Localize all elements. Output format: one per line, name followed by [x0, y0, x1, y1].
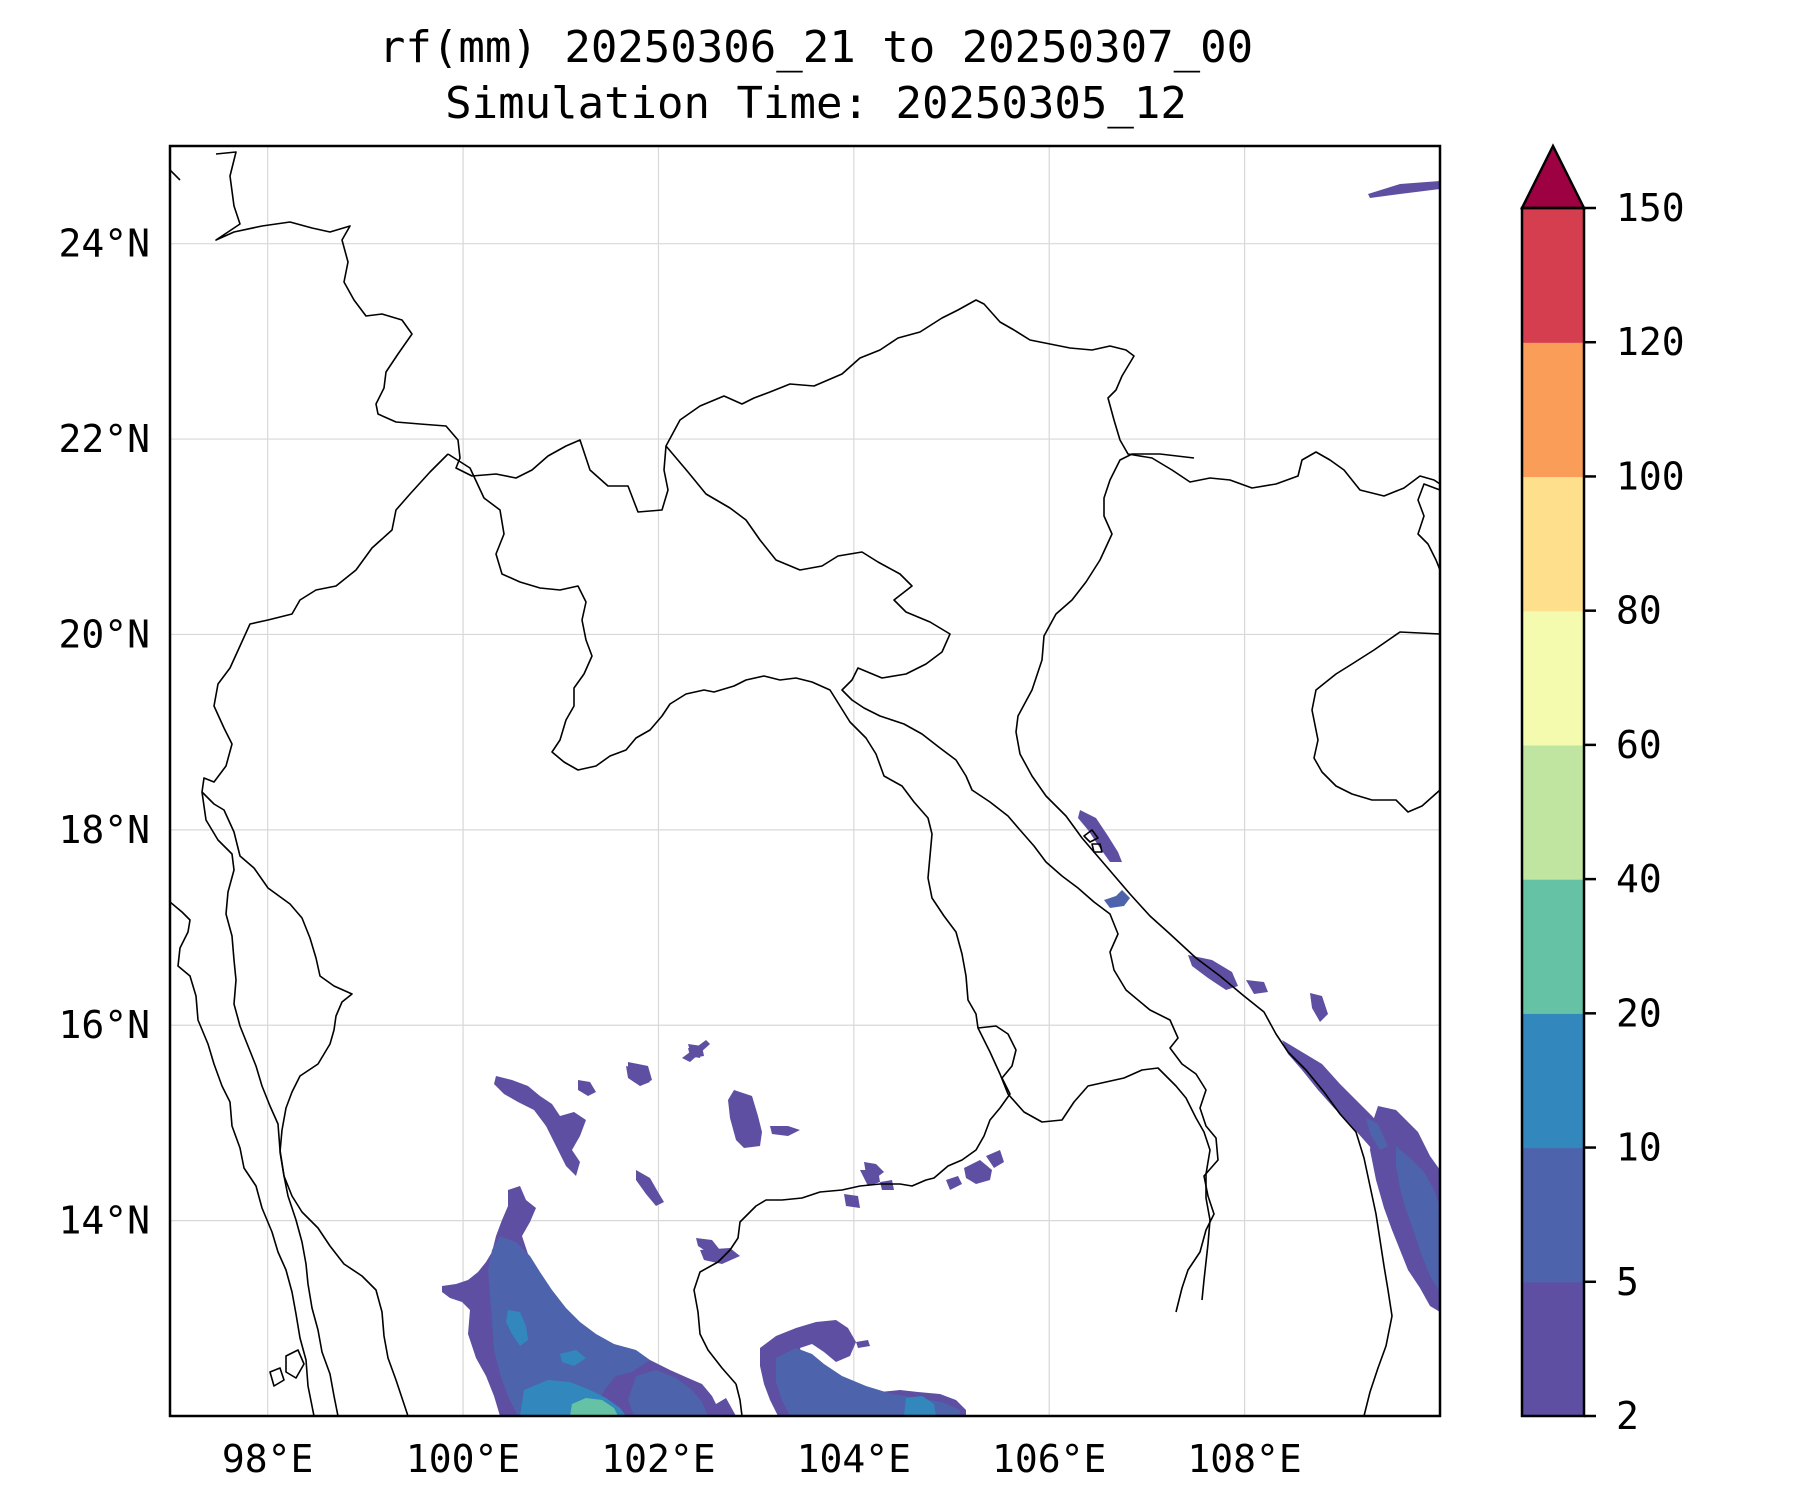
rainfall-contours: [442, 181, 1440, 1416]
rain-patch: [770, 1126, 800, 1136]
map-area: [170, 146, 1440, 1416]
colorbar-segment: [1522, 342, 1584, 478]
laos-vietnam-border: [665, 445, 1219, 1313]
colorbar-tick-label: 80: [1616, 589, 1662, 633]
rain-patch: [1396, 1146, 1440, 1292]
colorbar-segment: [1522, 879, 1584, 1014]
rain-patch: [488, 1236, 650, 1416]
rain-patch: [964, 1160, 992, 1184]
rainfall-20-40mm: [570, 1398, 618, 1416]
rain-patch: [860, 1170, 880, 1186]
rain-patch: [636, 1170, 664, 1206]
rain-patch: [700, 1248, 740, 1264]
colorbar-outline: [1520, 206, 1586, 1418]
rain-patch: [1370, 1106, 1440, 1312]
colorbar-tick-label: 150: [1616, 186, 1685, 230]
y-tick-label: 20°N: [58, 612, 150, 656]
y-tick-label: 16°N: [58, 1003, 150, 1047]
colorbar-tick-label: 5: [1616, 1260, 1639, 1304]
vietnam-coast: [1015, 453, 1393, 1416]
x-tick-label: 108°E: [1187, 1437, 1301, 1481]
rain-patch: [494, 1076, 586, 1176]
y-tick-label: 14°N: [58, 1199, 150, 1243]
island: [269, 1367, 285, 1387]
rain-patch: [844, 1194, 860, 1208]
x-tick-label: 100°E: [406, 1437, 520, 1481]
y-tick-label: 22°N: [58, 417, 150, 461]
x-tick-label: 106°E: [992, 1437, 1106, 1481]
rain-patch: [628, 1370, 708, 1416]
map-background: [170, 146, 1440, 1416]
andaman-coast: [170, 901, 315, 1416]
gulf-of-thailand-coast: [735, 1383, 743, 1416]
rain-patch: [1078, 810, 1122, 862]
map-frame: [168, 144, 1442, 1418]
x-axis-ticks: 98°E 100°E 102°E 104°E 106°E 108°E: [222, 1437, 1302, 1481]
colorbar-tick-label: 60: [1616, 723, 1662, 767]
island: [285, 1349, 305, 1379]
rain-patch: [506, 1310, 528, 1346]
y-tick-label: 24°N: [58, 222, 150, 266]
bay-of-bengal-coast: [170, 169, 181, 181]
colorbar-segment: [1522, 744, 1584, 880]
colorbar-segment: [1522, 1147, 1584, 1283]
rain-patch: [1310, 993, 1328, 1022]
rain-patch: [728, 1090, 762, 1148]
x-tick-label: 98°E: [222, 1437, 314, 1481]
rain-patch: [1246, 980, 1268, 994]
laos-thailand-mekong-border: [201, 453, 449, 1416]
colorbar-tick-label: 10: [1616, 1126, 1662, 1170]
rain-patch: [856, 1340, 870, 1348]
title-line-1: rf(mm) 20250306_21 to 20250307_00: [379, 22, 1253, 73]
rain-patch: [570, 1398, 618, 1416]
colorbar-segment: [1522, 208, 1584, 343]
island: [1091, 843, 1103, 853]
colorbar-tick-label: 120: [1616, 320, 1685, 364]
colorbar-extend-arrow: [1519, 143, 1587, 210]
colorbar-segment: [1522, 1013, 1584, 1149]
rain-patch: [1104, 890, 1130, 908]
rain-patch: [880, 1180, 894, 1190]
rain-patch: [1366, 1118, 1388, 1150]
rain-patch: [986, 1150, 1004, 1168]
rain-patch: [904, 1396, 936, 1416]
x-tick-label: 104°E: [797, 1437, 911, 1481]
colorbar-tick-label: 20: [1616, 991, 1662, 1035]
thailand-laos-border: [447, 453, 1017, 1385]
hainan-island: [1311, 631, 1440, 813]
rain-patch: [628, 1062, 652, 1086]
colorbar-tick-label: 2: [1616, 1394, 1639, 1438]
china-border-north: [215, 151, 1440, 513]
cambodia-border: [977, 1027, 1211, 1301]
y-tick-label: 18°N: [58, 808, 150, 852]
title-line-2: Simulation Time: 20250305_12: [445, 78, 1187, 129]
rain-patch: [1368, 181, 1440, 198]
rain-patch: [682, 1040, 710, 1062]
rain-patch: [560, 1350, 586, 1366]
island: [1083, 829, 1099, 843]
coastlines-and-borders: [170, 151, 1440, 1416]
gridlines: [170, 146, 1440, 1416]
colorbar-tick-label: 100: [1616, 454, 1685, 498]
colorbar-segment: [1522, 1281, 1584, 1417]
colorbar-segment: [1522, 610, 1584, 746]
rain-patch: [578, 1080, 596, 1096]
colorbar-tick-label: 40: [1616, 857, 1662, 901]
myanmar-thailand-border: [201, 791, 339, 1416]
colorbar: 2 5 10 20 40 60 80 100 120 150: [1519, 143, 1685, 1438]
x-tick-label: 102°E: [601, 1437, 715, 1481]
colorbar-segment: [1522, 476, 1584, 612]
y-axis-ticks: 14°N 16°N 18°N 20°N 22°N 24°N: [58, 222, 150, 1243]
gulf-of-tonkin-coast: [1417, 483, 1440, 571]
rain-patch: [946, 1176, 962, 1190]
